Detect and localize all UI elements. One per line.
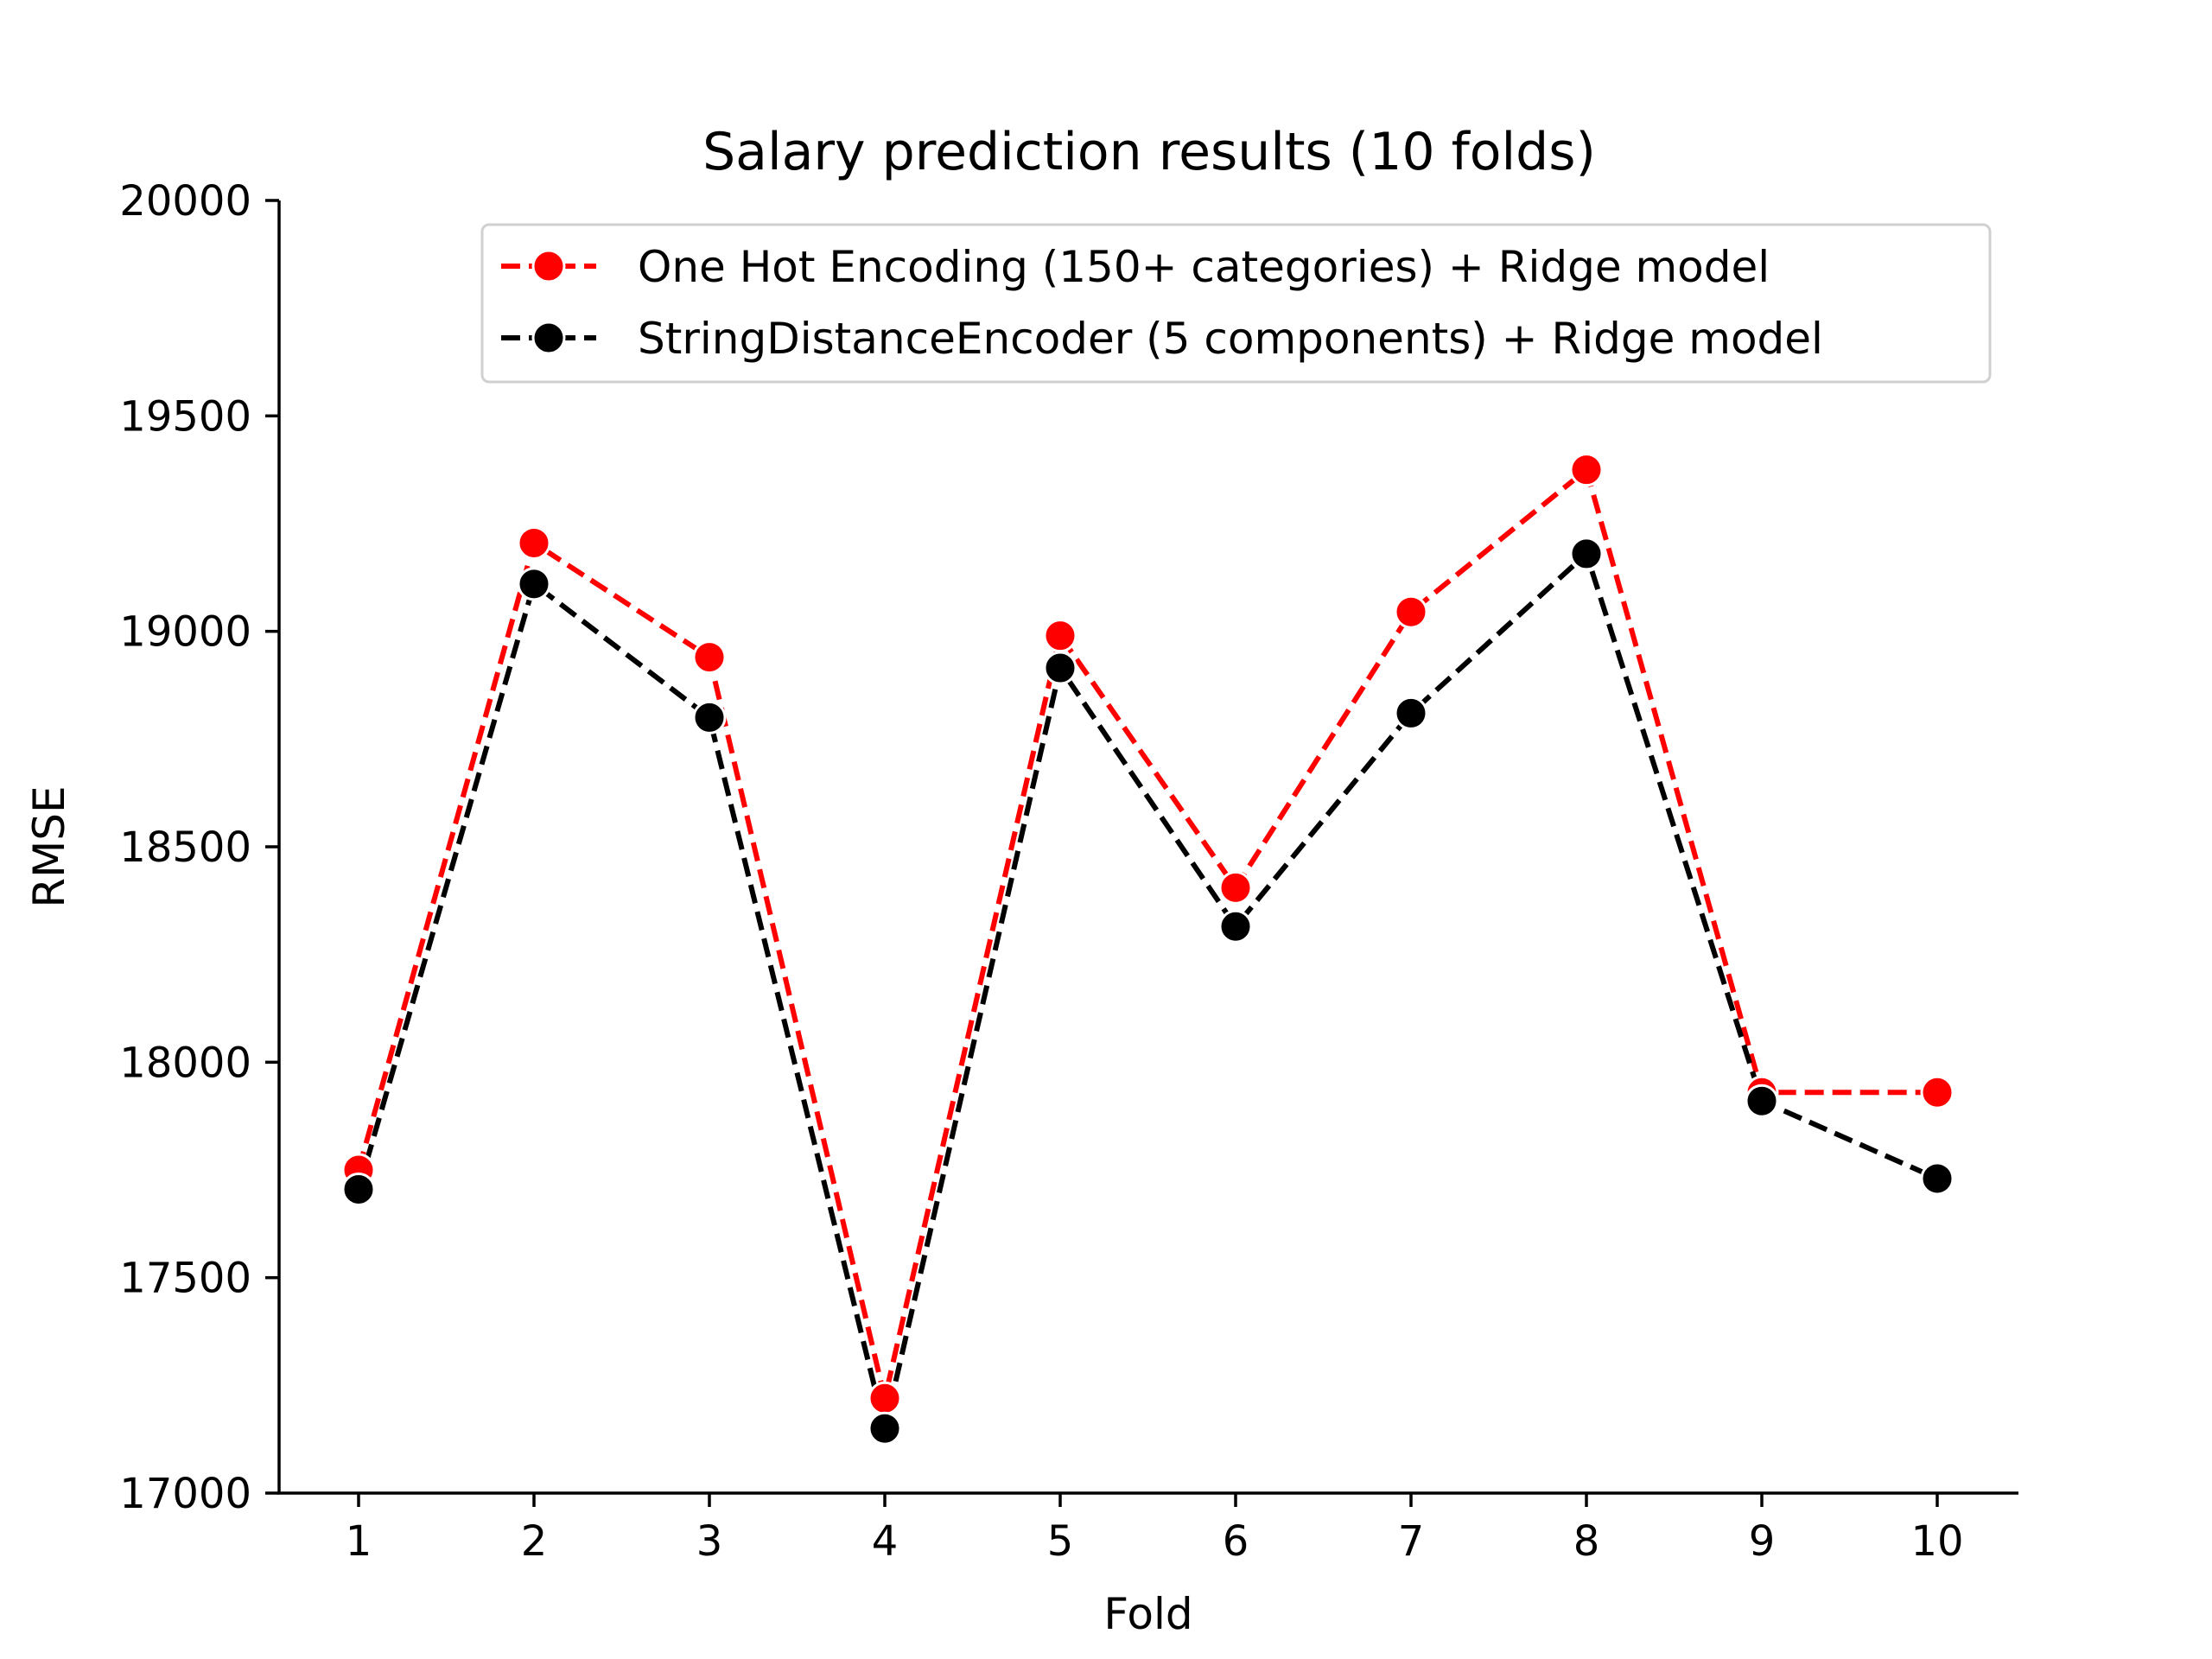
data-point-series-2	[341, 1172, 376, 1206]
data-point-series-1	[1394, 594, 1428, 629]
data-point-series-1	[692, 640, 727, 675]
series-points	[341, 453, 1955, 1446]
legend-label-1: One Hot Encoding (150+ categories) + Rid…	[638, 242, 1770, 292]
data-point-series-2	[1569, 537, 1604, 571]
y-tick-label: 20000	[119, 177, 251, 226]
y-axis-label: RMSE	[24, 785, 74, 907]
y-tick-label: 19000	[119, 608, 251, 657]
y-ticks: 17000 17500 18000 18500 19000 19500 20000	[119, 177, 279, 1518]
data-point-series-2	[1745, 1084, 1779, 1118]
data-point-series-1	[1920, 1075, 1955, 1109]
data-point-series-1	[1569, 453, 1604, 487]
data-point-series-2	[1218, 909, 1253, 944]
legend-entries: One Hot Encoding (150+ categories) + Rid…	[501, 242, 1823, 364]
x-tick-label: 9	[1749, 1517, 1776, 1566]
data-point-series-2	[868, 1411, 902, 1446]
series-lines	[356, 467, 1939, 1432]
x-tick-label: 10	[1910, 1517, 1963, 1566]
x-tick-label: 1	[346, 1517, 372, 1566]
data-point-series-1	[868, 1381, 902, 1415]
y-tick-label: 18500	[119, 823, 251, 872]
y-tick-label: 18000	[119, 1039, 251, 1087]
chart-title: Salary prediction results (10 folds)	[702, 122, 1596, 182]
legend-marker-1	[531, 249, 566, 283]
x-ticks: 1 2 3 4 5 6 7 8 9 10	[346, 1493, 1964, 1566]
legend: One Hot Encoding (150+ categories) + Rid…	[480, 223, 1992, 384]
series-line-1	[356, 467, 1937, 1402]
data-point-series-2	[692, 700, 727, 734]
plot-area: 17000 17500 18000 18500 19000 19500 20000 1 2 3 4…	[119, 177, 2018, 1566]
data-point-series-2	[1920, 1161, 1955, 1196]
legend-marker-2	[531, 321, 566, 355]
data-point-series-2	[1394, 696, 1428, 730]
x-tick-label: 8	[1573, 1517, 1600, 1566]
series-line-2	[356, 550, 1939, 1432]
x-tick-label: 4	[872, 1517, 899, 1566]
data-point-series-1	[517, 525, 551, 560]
data-point-series-1	[1043, 619, 1077, 653]
legend-frame	[480, 223, 1992, 384]
x-tick-label: 3	[696, 1517, 723, 1566]
y-tick-label: 19500	[119, 392, 251, 441]
data-point-series-2	[1043, 651, 1077, 685]
x-tick-label: 2	[521, 1517, 548, 1566]
x-tick-label: 6	[1223, 1517, 1249, 1566]
data-point-series-1	[1218, 870, 1253, 905]
x-tick-label: 5	[1047, 1517, 1074, 1566]
data-point-series-2	[517, 567, 551, 601]
legend-label-2: StringDistanceEncoder (5 components) + R…	[638, 314, 1823, 364]
y-tick-label: 17000	[119, 1470, 251, 1518]
x-axis-label: Fold	[1103, 1589, 1192, 1639]
y-tick-label: 17500	[119, 1255, 251, 1303]
x-tick-label: 7	[1398, 1517, 1425, 1566]
